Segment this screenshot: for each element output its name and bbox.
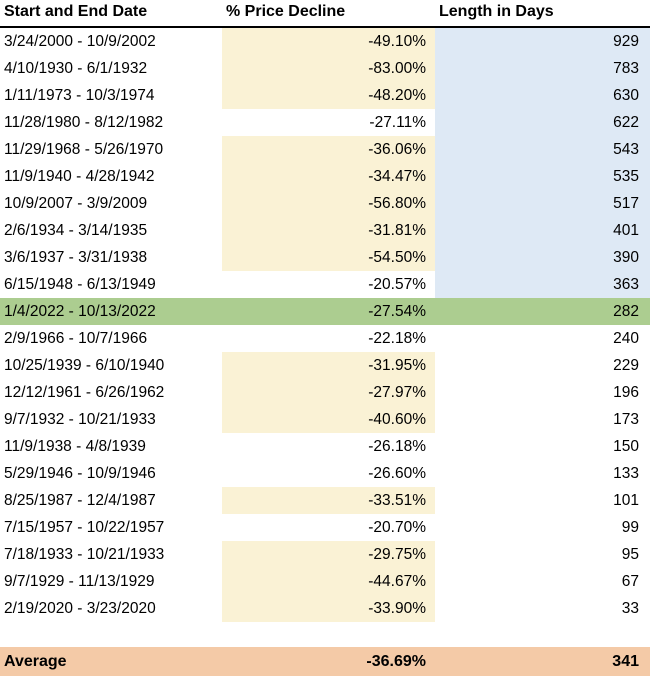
price-decline-cell: -27.54% (222, 298, 435, 325)
table-row: 11/9/1938 - 4/8/1939 -26.18% 150 (0, 433, 650, 460)
date-range-cell: 3/6/1937 - 3/31/1938 (4, 249, 148, 266)
length-days-cell: 401 (435, 217, 650, 244)
header-length-in-days: Length in Days (439, 3, 554, 20)
length-days-cell: 630 (435, 82, 650, 109)
table-row: 8/25/1987 - 12/4/1987 -33.51% 101 (0, 487, 650, 514)
date-range-cell: 7/15/1957 - 10/22/1957 (4, 519, 165, 536)
price-decline-cell: -26.18% (368, 438, 426, 455)
length-days-cell: 33 (621, 600, 639, 617)
table-row: 3/24/2000 - 10/9/2002 -49.10% 929 (0, 28, 650, 55)
table-row: 9/7/1929 - 11/13/1929 -44.67% 67 (0, 568, 650, 595)
header-start-end-date: Start and End Date (4, 3, 148, 20)
length-days-cell: 517 (435, 190, 650, 217)
table-header-row: Start and End Date % Price Decline Lengt… (0, 0, 650, 28)
table-row: 7/18/1933 - 10/21/1933 -29.75% 95 (0, 541, 650, 568)
date-range-cell: 11/28/1980 - 8/12/1982 (4, 114, 164, 131)
average-label-cell: Average (4, 653, 67, 670)
table-row: 11/28/1980 - 8/12/1982 -27.11% 622 (0, 109, 650, 136)
table-row: 6/15/1948 - 6/13/1949 -20.57% 363 (0, 271, 650, 298)
price-decline-cell: -27.97% (222, 379, 435, 406)
length-days-cell: 173 (613, 411, 639, 428)
table-row: 1/11/1973 - 10/3/1974 -48.20% 630 (0, 82, 650, 109)
price-decline-cell: -31.81% (222, 217, 435, 244)
data-rows: 3/24/2000 - 10/9/2002 -49.10% 929 4/10/1930… (0, 28, 650, 622)
header-price-decline: % Price Decline (226, 3, 346, 20)
length-days-cell: 229 (613, 357, 639, 374)
length-days-cell: 196 (613, 384, 639, 401)
length-days-cell: 101 (613, 492, 639, 509)
price-decline-cell: -31.95% (222, 352, 435, 379)
price-decline-cell: -29.75% (222, 541, 435, 568)
date-range-cell: 9/7/1929 - 11/13/1929 (4, 573, 155, 590)
price-decline-cell: -48.20% (222, 82, 435, 109)
table-row: 2/6/1934 - 3/14/1935 -31.81% 401 (0, 217, 650, 244)
length-days-cell: 99 (621, 519, 639, 536)
average-days-cell: 341 (612, 653, 639, 670)
length-days-cell: 783 (435, 55, 650, 82)
date-range-cell: 8/25/1987 - 12/4/1987 (4, 492, 156, 509)
table-row: 2/19/2020 - 3/23/2020 -33.90% 33 (0, 595, 650, 622)
price-decline-cell: -33.90% (222, 595, 435, 622)
price-decline-cell: -20.70% (368, 519, 426, 536)
price-decline-cell: -22.18% (368, 330, 426, 347)
table-row: 3/6/1937 - 3/31/1938 -54.50% 390 (0, 244, 650, 271)
date-range-cell: 12/12/1961 - 6/26/1962 (4, 384, 165, 401)
date-range-cell: 2/9/1966 - 10/7/1966 (4, 330, 148, 347)
price-decline-cell: -49.10% (222, 28, 435, 55)
date-range-cell: 1/11/1973 - 10/3/1974 (4, 87, 155, 104)
length-days-cell: 543 (435, 136, 650, 163)
price-decline-cell: -26.60% (368, 465, 426, 482)
table-row: 10/25/1939 - 6/10/1940 -31.95% 229 (0, 352, 650, 379)
table-row: 9/7/1932 - 10/21/1933 -40.60% 173 (0, 406, 650, 433)
date-range-cell: 11/29/1968 - 5/26/1970 (4, 141, 164, 158)
date-range-cell: 11/9/1940 - 4/28/1942 (4, 168, 155, 185)
price-decline-cell: -20.57% (368, 276, 426, 293)
price-decline-cell: -34.47% (222, 163, 435, 190)
price-decline-cell: -44.67% (222, 568, 435, 595)
length-days-cell: 95 (621, 546, 639, 563)
table-row: 1/4/2022 - 10/13/2022 -27.54% 282 (0, 298, 650, 325)
table-row: 11/9/1940 - 4/28/1942 -34.47% 535 (0, 163, 650, 190)
date-range-cell: 7/18/1933 - 10/21/1933 (4, 546, 165, 563)
price-decline-cell: -33.51% (222, 487, 435, 514)
average-decline-cell: -36.69% (366, 653, 426, 670)
length-days-cell: 133 (613, 465, 639, 482)
length-days-cell: 150 (613, 438, 639, 455)
length-days-cell: 363 (435, 271, 650, 298)
length-days-cell: 622 (435, 109, 650, 136)
date-range-cell: 5/29/1946 - 10/9/1946 (4, 465, 156, 482)
length-days-cell: 535 (435, 163, 650, 190)
date-range-cell: 3/24/2000 - 10/9/2002 (4, 33, 156, 50)
price-decline-cell: -40.60% (222, 406, 435, 433)
date-range-cell: 2/6/1934 - 3/14/1935 (4, 222, 148, 239)
price-decline-cell: -83.00% (222, 55, 435, 82)
price-decline-cell: -36.06% (222, 136, 435, 163)
date-range-cell: 1/4/2022 - 10/13/2022 (0, 298, 222, 325)
table-row: 2/9/1966 - 10/7/1966 -22.18% 240 (0, 325, 650, 352)
table-row: 7/15/1957 - 10/22/1957 -20.70% 99 (0, 514, 650, 541)
date-range-cell: 10/25/1939 - 6/10/1940 (4, 357, 165, 374)
table-row: 12/12/1961 - 6/26/1962 -27.97% 196 (0, 379, 650, 406)
date-range-cell: 2/19/2020 - 3/23/2020 (4, 600, 156, 617)
average-row: Average -36.69% 341 (0, 647, 650, 676)
length-days-cell: 67 (621, 573, 639, 590)
table-row: 5/29/1946 - 10/9/1946 -26.60% 133 (0, 460, 650, 487)
price-decline-cell: -54.50% (222, 244, 435, 271)
table-row: 10/9/2007 - 3/9/2009 -56.80% 517 (0, 190, 650, 217)
length-days-cell: 390 (435, 244, 650, 271)
table-row: 11/29/1968 - 5/26/1970 -36.06% 543 (0, 136, 650, 163)
date-range-cell: 11/9/1938 - 4/8/1939 (4, 438, 146, 455)
table-gap (0, 622, 650, 647)
date-range-cell: 9/7/1932 - 10/21/1933 (4, 411, 156, 428)
table-row: 4/10/1930 - 6/1/1932 -83.00% 783 (0, 55, 650, 82)
date-range-cell: 10/9/2007 - 3/9/2009 (4, 195, 148, 212)
length-days-cell: 282 (435, 298, 650, 325)
length-days-cell: 240 (613, 330, 639, 347)
price-decline-cell: -27.11% (369, 114, 426, 131)
date-range-cell: 4/10/1930 - 6/1/1932 (4, 60, 148, 77)
date-range-cell: 6/15/1948 - 6/13/1949 (4, 276, 156, 293)
price-decline-cell: -56.80% (222, 190, 435, 217)
length-days-cell: 929 (435, 28, 650, 55)
